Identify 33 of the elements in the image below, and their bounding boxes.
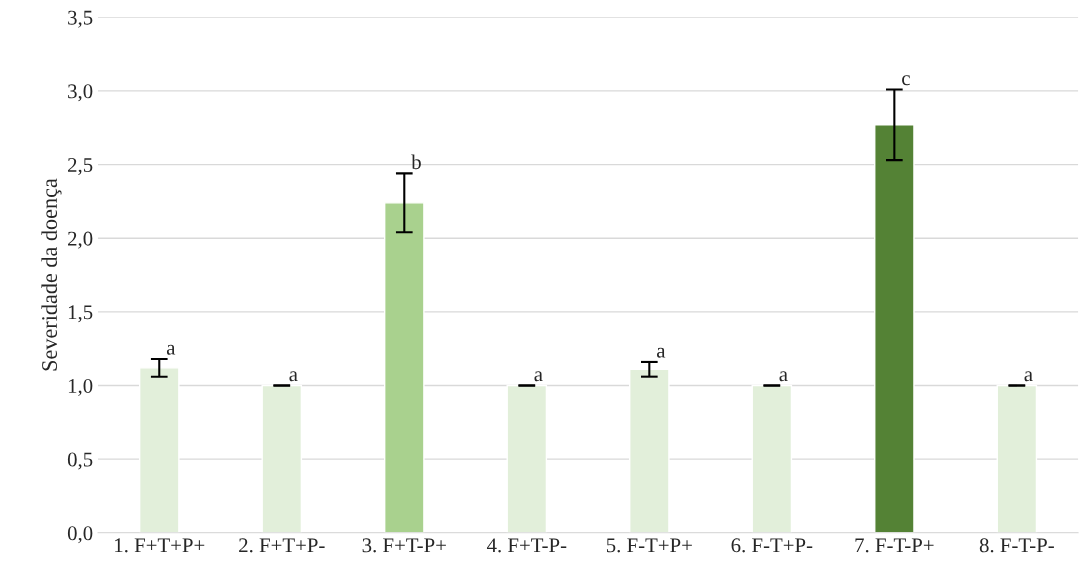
y-tick-label: 0,0 (67, 526, 93, 544)
annotation: a (166, 344, 176, 355)
bar (383, 202, 425, 533)
y-tick-label: 2,5 (68, 158, 93, 175)
annotation: c (902, 75, 910, 86)
annotation: a (534, 371, 543, 382)
y-tick-label: 3,5 (68, 10, 93, 28)
y-axis-title: Severidade da doença (41, 178, 62, 371)
bar (996, 384, 1038, 533)
annotation: a (1024, 371, 1033, 382)
bar (506, 384, 548, 533)
y-tick-label: 0,5 (67, 452, 93, 470)
x-tick-label: 4. F+T-P- (486, 538, 567, 553)
x-tick-label: 5. F-T+P+ (606, 538, 692, 553)
bar (629, 368, 670, 533)
y-tick-label: 3,0 (68, 84, 93, 102)
x-tick-label: 2. F+T+P- (239, 538, 325, 553)
annotation: a (289, 371, 298, 382)
x-tick-label: 8. F-T-P- (979, 538, 1054, 553)
annotation: a (779, 371, 788, 382)
x-tick-label: 7. F-T-P+ (855, 538, 934, 553)
annotation: b (411, 154, 421, 170)
y-tick-label: 1,0 (68, 378, 93, 396)
bar (874, 124, 915, 533)
y-tick-label: 1,5 (68, 305, 93, 323)
x-tick-label: 3. F+T-P+ (362, 538, 446, 553)
bar (261, 384, 303, 533)
y-tick-label: 2,0 (68, 231, 93, 249)
bar (138, 367, 180, 533)
bar (751, 384, 793, 533)
annotation: a (656, 347, 666, 358)
x-tick-label: 6. F-T+P- (731, 538, 813, 553)
x-tick-label: 1. F+T+P+ (115, 538, 205, 553)
